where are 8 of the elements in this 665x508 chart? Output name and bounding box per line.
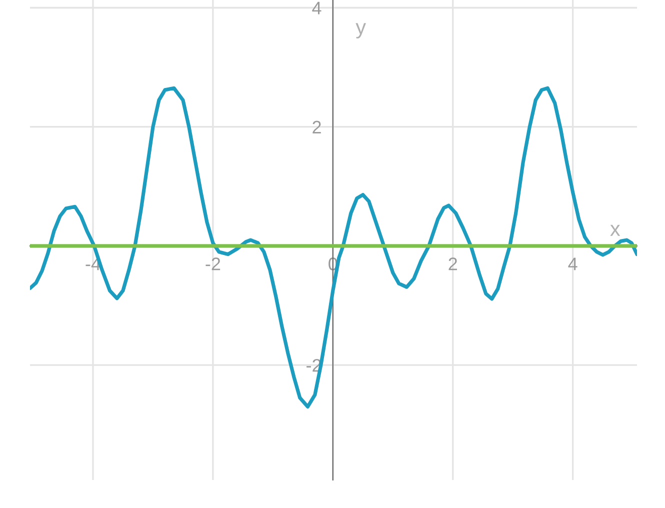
x-tick-label: 2 [448,258,457,270]
y-axis-title: y [356,23,366,38]
line-series [30,86,637,409]
x-axis-title: x [610,224,620,236]
y-tick-label: 4 [312,2,322,14]
x-tick-label: -2 [206,258,220,270]
y-tick-label: 2 [312,120,321,134]
x-tick-label: 4 [568,258,578,270]
